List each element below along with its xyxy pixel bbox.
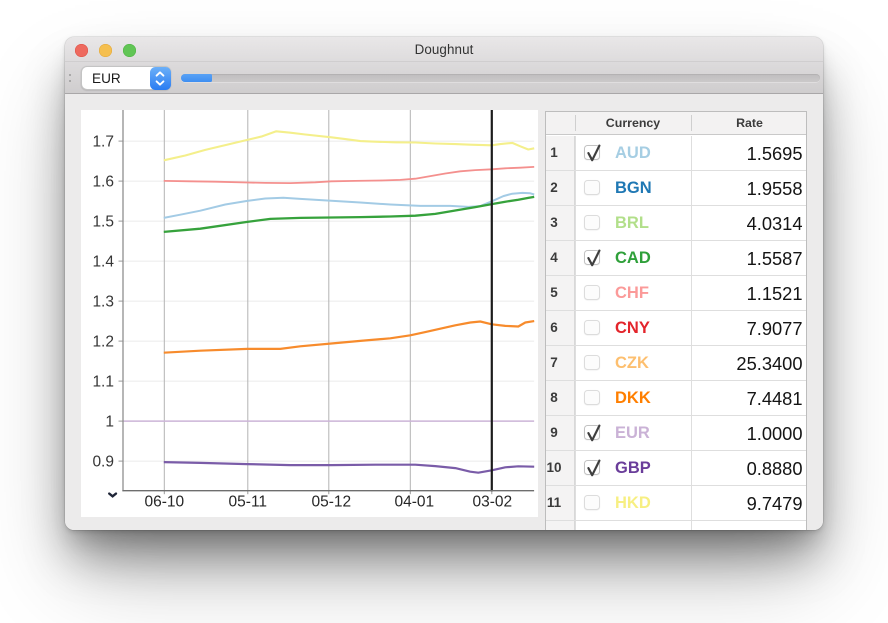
svg-text:1.7: 1.7 <box>92 133 114 150</box>
svg-text:06-10: 06-10 <box>144 493 184 510</box>
svg-text:1.2: 1.2 <box>92 333 114 350</box>
svg-text:1: 1 <box>105 413 114 430</box>
svg-text:1.5: 1.5 <box>92 213 114 230</box>
svg-text:1.1: 1.1 <box>92 373 114 390</box>
svg-text:05-12: 05-12 <box>311 493 351 510</box>
svg-text:1.4: 1.4 <box>92 253 114 270</box>
svg-text:1.6: 1.6 <box>92 173 114 190</box>
svg-text:0.9: 0.9 <box>92 453 114 470</box>
svg-text:03-02: 03-02 <box>472 493 512 510</box>
svg-text:04-01: 04-01 <box>394 493 434 510</box>
svg-text:1.3: 1.3 <box>92 293 114 310</box>
svg-text:05-11: 05-11 <box>228 493 266 510</box>
